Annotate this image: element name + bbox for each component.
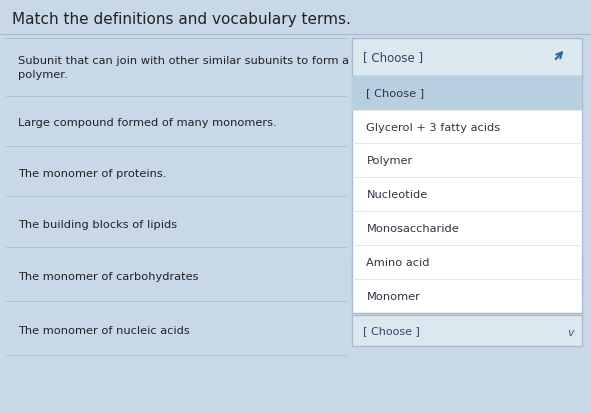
FancyBboxPatch shape [352,76,582,110]
Text: [ Choose ]: [ Choose ] [366,88,424,98]
Text: [ Choose ]: [ Choose ] [363,51,424,64]
Text: Monosaccharide: Monosaccharide [366,224,459,234]
FancyBboxPatch shape [352,76,582,313]
Text: Large compound formed of many monomers.: Large compound formed of many monomers. [18,118,277,128]
Text: The building blocks of lipids: The building blocks of lipids [18,219,177,229]
FancyBboxPatch shape [352,39,582,76]
FancyBboxPatch shape [352,315,582,346]
Text: Monomer: Monomer [366,292,420,301]
Text: [ Choose ]: [ Choose ] [363,325,420,335]
Text: The monomer of nucleic acids: The monomer of nucleic acids [18,325,190,335]
Text: Subunit that can join with other similar subunits to form a
polymer.: Subunit that can join with other similar… [18,56,349,80]
Text: Amino acid: Amino acid [366,258,430,268]
FancyBboxPatch shape [352,261,582,292]
Text: The monomer of carbohydrates: The monomer of carbohydrates [18,272,198,282]
Text: Match the definitions and vocabulary terms.: Match the definitions and vocabulary ter… [12,12,350,27]
Text: Polymer: Polymer [366,156,413,166]
Text: v: v [567,328,574,337]
Text: Nucleotide: Nucleotide [366,190,428,200]
Text: The monomer of proteins.: The monomer of proteins. [18,169,166,178]
Text: Glycerol + 3 fatty acids: Glycerol + 3 fatty acids [366,122,501,132]
Text: v: v [567,274,574,284]
Text: [ Choose ]: [ Choose ] [363,272,420,282]
